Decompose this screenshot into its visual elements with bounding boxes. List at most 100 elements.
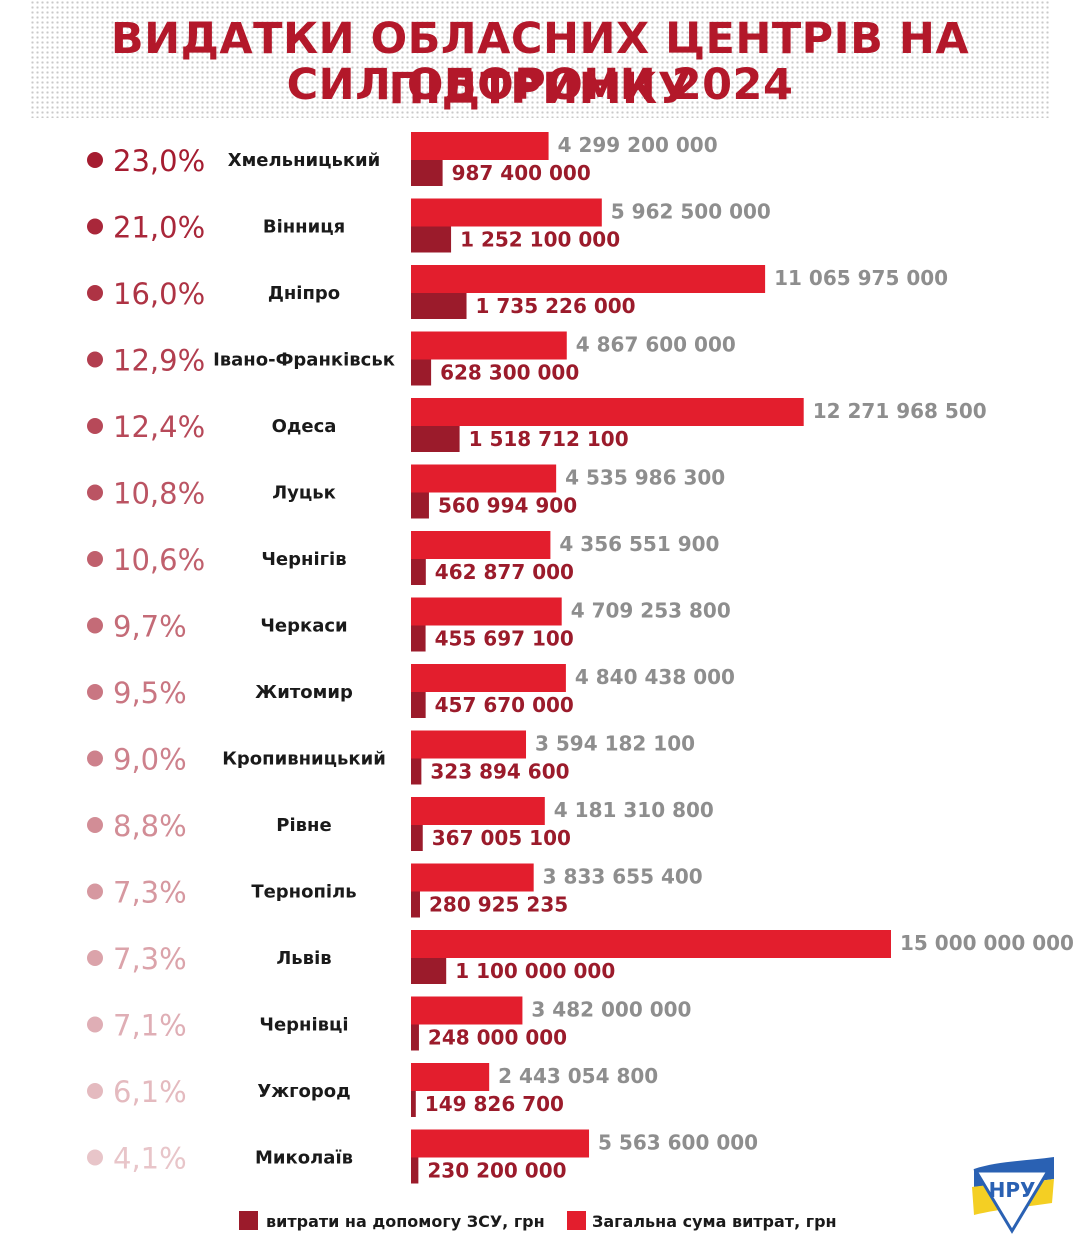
defense-bar	[411, 359, 432, 386]
defense-bar	[411, 426, 460, 452]
total-bar	[411, 198, 602, 227]
percent-label: 7,3%	[113, 876, 187, 910]
percent-bullet	[87, 617, 103, 634]
total-value-label: 5 962 500 000	[611, 200, 771, 224]
city-label: Кропивницький	[222, 749, 386, 770]
percent-bullet	[87, 1083, 103, 1099]
total-value-label: 4 840 438 000	[575, 665, 735, 689]
defense-value-label: 248 000 000	[428, 1026, 567, 1050]
defense-bar	[411, 226, 452, 253]
total-bar	[411, 464, 557, 493]
percent-bullet	[87, 950, 103, 966]
defense-bar	[411, 1091, 416, 1117]
percent-label: 9,5%	[113, 676, 187, 710]
total-value-label: 5 563 600 000	[598, 1131, 758, 1155]
total-value-label: 4 181 310 800	[554, 798, 714, 822]
total-value-label: 4 867 600 000	[576, 333, 736, 357]
percent-bullet	[87, 351, 103, 368]
total-value-label: 4 709 253 800	[571, 599, 731, 623]
percent-label: 16,0%	[113, 277, 205, 311]
defense-value-label: 280 925 235	[429, 893, 568, 917]
defense-value-label: 367 005 100	[432, 826, 571, 850]
percent-label: 9,0%	[113, 743, 187, 777]
total-value-label: 12 271 968 500	[813, 399, 987, 423]
city-label: Дніпро	[268, 283, 340, 304]
total-bar	[411, 996, 523, 1025]
percent-label: 12,4%	[113, 410, 205, 444]
defense-bar	[411, 625, 426, 652]
defense-value-label: 628 300 000	[440, 361, 579, 385]
total-value-label: 3 482 000 000	[531, 998, 691, 1022]
defense-value-label: 323 894 600	[430, 760, 569, 784]
total-value-label: 15 000 000 000	[900, 931, 1074, 955]
defense-bar	[411, 160, 443, 186]
total-value-label: 4 535 986 300	[565, 466, 725, 490]
city-label: Миколаїв	[255, 1148, 353, 1169]
defense-bar	[411, 692, 426, 718]
total-bar	[411, 132, 549, 160]
defense-bar	[411, 559, 426, 585]
defense-bar	[411, 1024, 419, 1051]
city-label: Тернопіль	[251, 882, 356, 903]
percent-bullet	[87, 684, 103, 700]
percent-bullet	[87, 551, 103, 567]
legend-label: Загальна сума витрат, грн	[592, 1212, 837, 1231]
legend-label: витрати на допомогу ЗСУ, грн	[266, 1212, 545, 1231]
percent-label: 10,6%	[113, 543, 205, 577]
percent-label: 12,9%	[113, 344, 205, 378]
total-bar	[411, 797, 545, 825]
defense-value-label: 560 994 900	[438, 494, 577, 518]
percent-label: 8,8%	[113, 809, 187, 843]
city-label: Вінниця	[263, 217, 345, 238]
total-bar	[411, 1129, 590, 1158]
city-label: Львів	[276, 948, 331, 969]
percent-bullet	[87, 285, 103, 301]
total-value-label: 3 594 182 100	[535, 732, 695, 756]
header-dotted-panel: ВИДАТКИ ОБЛАСНИХ ЦЕНТРІВ НА ПІДТРИМКУ СИ…	[30, 0, 1050, 118]
total-value-label: 2 443 054 800	[498, 1064, 658, 1088]
logo-text: НРУ	[989, 1178, 1036, 1202]
legend-swatch	[567, 1211, 586, 1230]
city-label: Чернігів	[261, 549, 346, 570]
percent-label: 21,0%	[113, 211, 205, 245]
defense-bar	[411, 758, 422, 785]
percent-label: 9,7%	[113, 610, 187, 644]
defense-value-label: 455 697 100	[435, 627, 574, 651]
percent-label: 4,1%	[113, 1142, 187, 1176]
nru-logo: НРУ	[972, 1157, 1054, 1234]
percent-label: 7,3%	[113, 942, 187, 976]
percent-bullet	[87, 1149, 103, 1166]
total-bar	[411, 930, 891, 958]
city-label: Луцьк	[272, 483, 336, 504]
defense-value-label: 1 100 000 000	[455, 959, 615, 983]
total-bar	[411, 597, 562, 626]
city-label: Хмельницький	[228, 150, 381, 171]
city-label: Одеса	[272, 416, 337, 437]
percent-bullet	[87, 484, 103, 501]
city-label: Чернівці	[259, 1015, 348, 1036]
chart-title-line-2: СИЛ ОБОРОНИ 2024	[286, 60, 794, 110]
total-bar	[411, 531, 551, 559]
legend-swatch	[239, 1211, 258, 1230]
percent-label: 23,0%	[113, 144, 205, 178]
defense-value-label: 987 400 000	[452, 161, 591, 185]
defense-bar	[411, 958, 447, 984]
total-value-label: 11 065 975 000	[774, 266, 948, 290]
percent-bullet	[87, 1016, 103, 1033]
defense-value-label: 457 670 000	[435, 693, 574, 717]
defense-value-label: 230 200 000	[427, 1159, 566, 1183]
chart-title-line-1: ВИДАТКИ ОБЛАСНИХ ЦЕНТРІВ НА ПІДТРИМКУ	[110, 14, 970, 114]
percent-bullet	[87, 152, 103, 168]
defense-bar	[411, 891, 420, 918]
total-value-label: 4 356 551 900	[559, 532, 719, 556]
percent-label: 6,1%	[113, 1075, 187, 1109]
total-bar	[411, 1063, 490, 1091]
defense-value-label: 462 877 000	[435, 560, 574, 584]
total-bar	[411, 730, 527, 759]
defense-value-label: 1 252 100 000	[460, 228, 620, 252]
city-label: Івано-Франківськ	[213, 350, 395, 371]
total-bar	[411, 664, 566, 692]
percent-bullet	[87, 817, 103, 833]
total-bar	[411, 265, 766, 293]
